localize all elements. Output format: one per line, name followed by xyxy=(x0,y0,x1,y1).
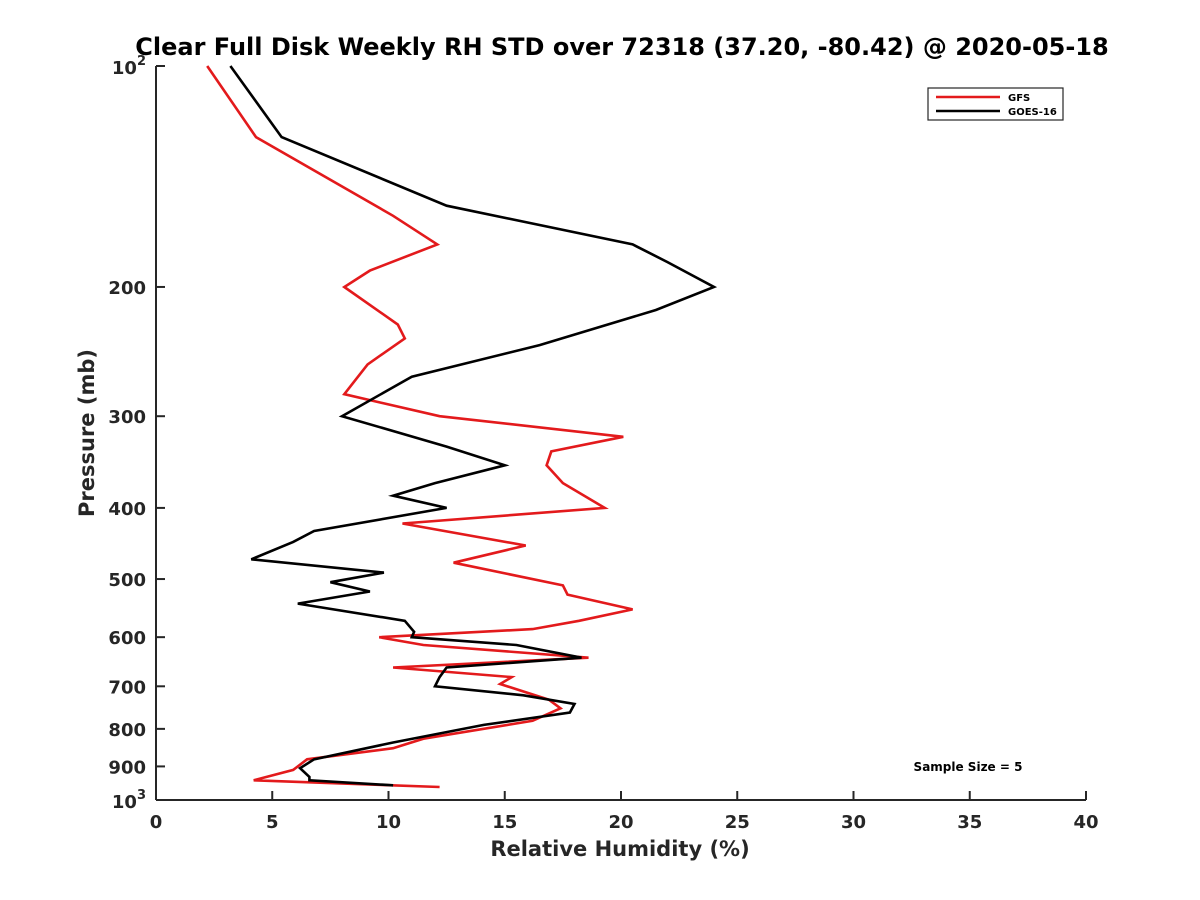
legend-box xyxy=(927,87,1064,121)
y-tick-label: 500 xyxy=(108,570,146,591)
sample-size-annotation: Sample Size = 5 xyxy=(914,760,1023,774)
y-tick-label: 103 xyxy=(112,788,146,813)
legend-label: GOES-16 xyxy=(1008,107,1057,118)
x-tick-label: 35 xyxy=(957,812,982,833)
y-tick-label: 300 xyxy=(108,407,146,428)
x-tick-label: 15 xyxy=(492,812,517,833)
y-tick-label: 800 xyxy=(108,720,146,741)
y-tick-label: 700 xyxy=(108,677,146,698)
y-tick-exponent: 3 xyxy=(137,788,146,803)
y-tick-exponent: 2 xyxy=(137,54,146,69)
series-line-goes-16 xyxy=(229,65,718,787)
legend-label: GFS xyxy=(1008,93,1030,104)
x-axis-label: Relative Humidity (%) xyxy=(490,837,749,861)
y-tick-label: 900 xyxy=(108,757,146,778)
y-tick-label: 600 xyxy=(108,628,146,649)
x-tick-label: 20 xyxy=(608,812,633,833)
y-tick-base: 10 xyxy=(112,792,137,813)
series-layer xyxy=(206,65,718,789)
x-tick-label: 30 xyxy=(841,812,866,833)
plot-area: 0 5 10 15 20 25 30 35 40 10220030040050060070080… xyxy=(108,54,1098,833)
x-tick-label: 10 xyxy=(376,812,401,833)
y-axis-label: Pressure (mb) xyxy=(75,349,99,517)
y-tick-label: 102 xyxy=(112,54,146,79)
y-tick-label: 400 xyxy=(108,499,146,520)
y-tick-label: 200 xyxy=(108,278,146,299)
x-tick-label: 0 xyxy=(150,812,163,833)
x-ticks: 0 5 10 15 20 25 30 35 40 xyxy=(150,791,1099,833)
plot-background xyxy=(156,66,1086,800)
legend: GFS GOES-16 xyxy=(927,87,1064,121)
chart-title: Clear Full Disk Weekly RH STD over 72318… xyxy=(135,33,1108,61)
x-tick-label: 40 xyxy=(1073,812,1098,833)
x-tick-label: 25 xyxy=(725,812,750,833)
y-tick-base: 10 xyxy=(112,58,137,79)
x-tick-label: 5 xyxy=(266,812,279,833)
